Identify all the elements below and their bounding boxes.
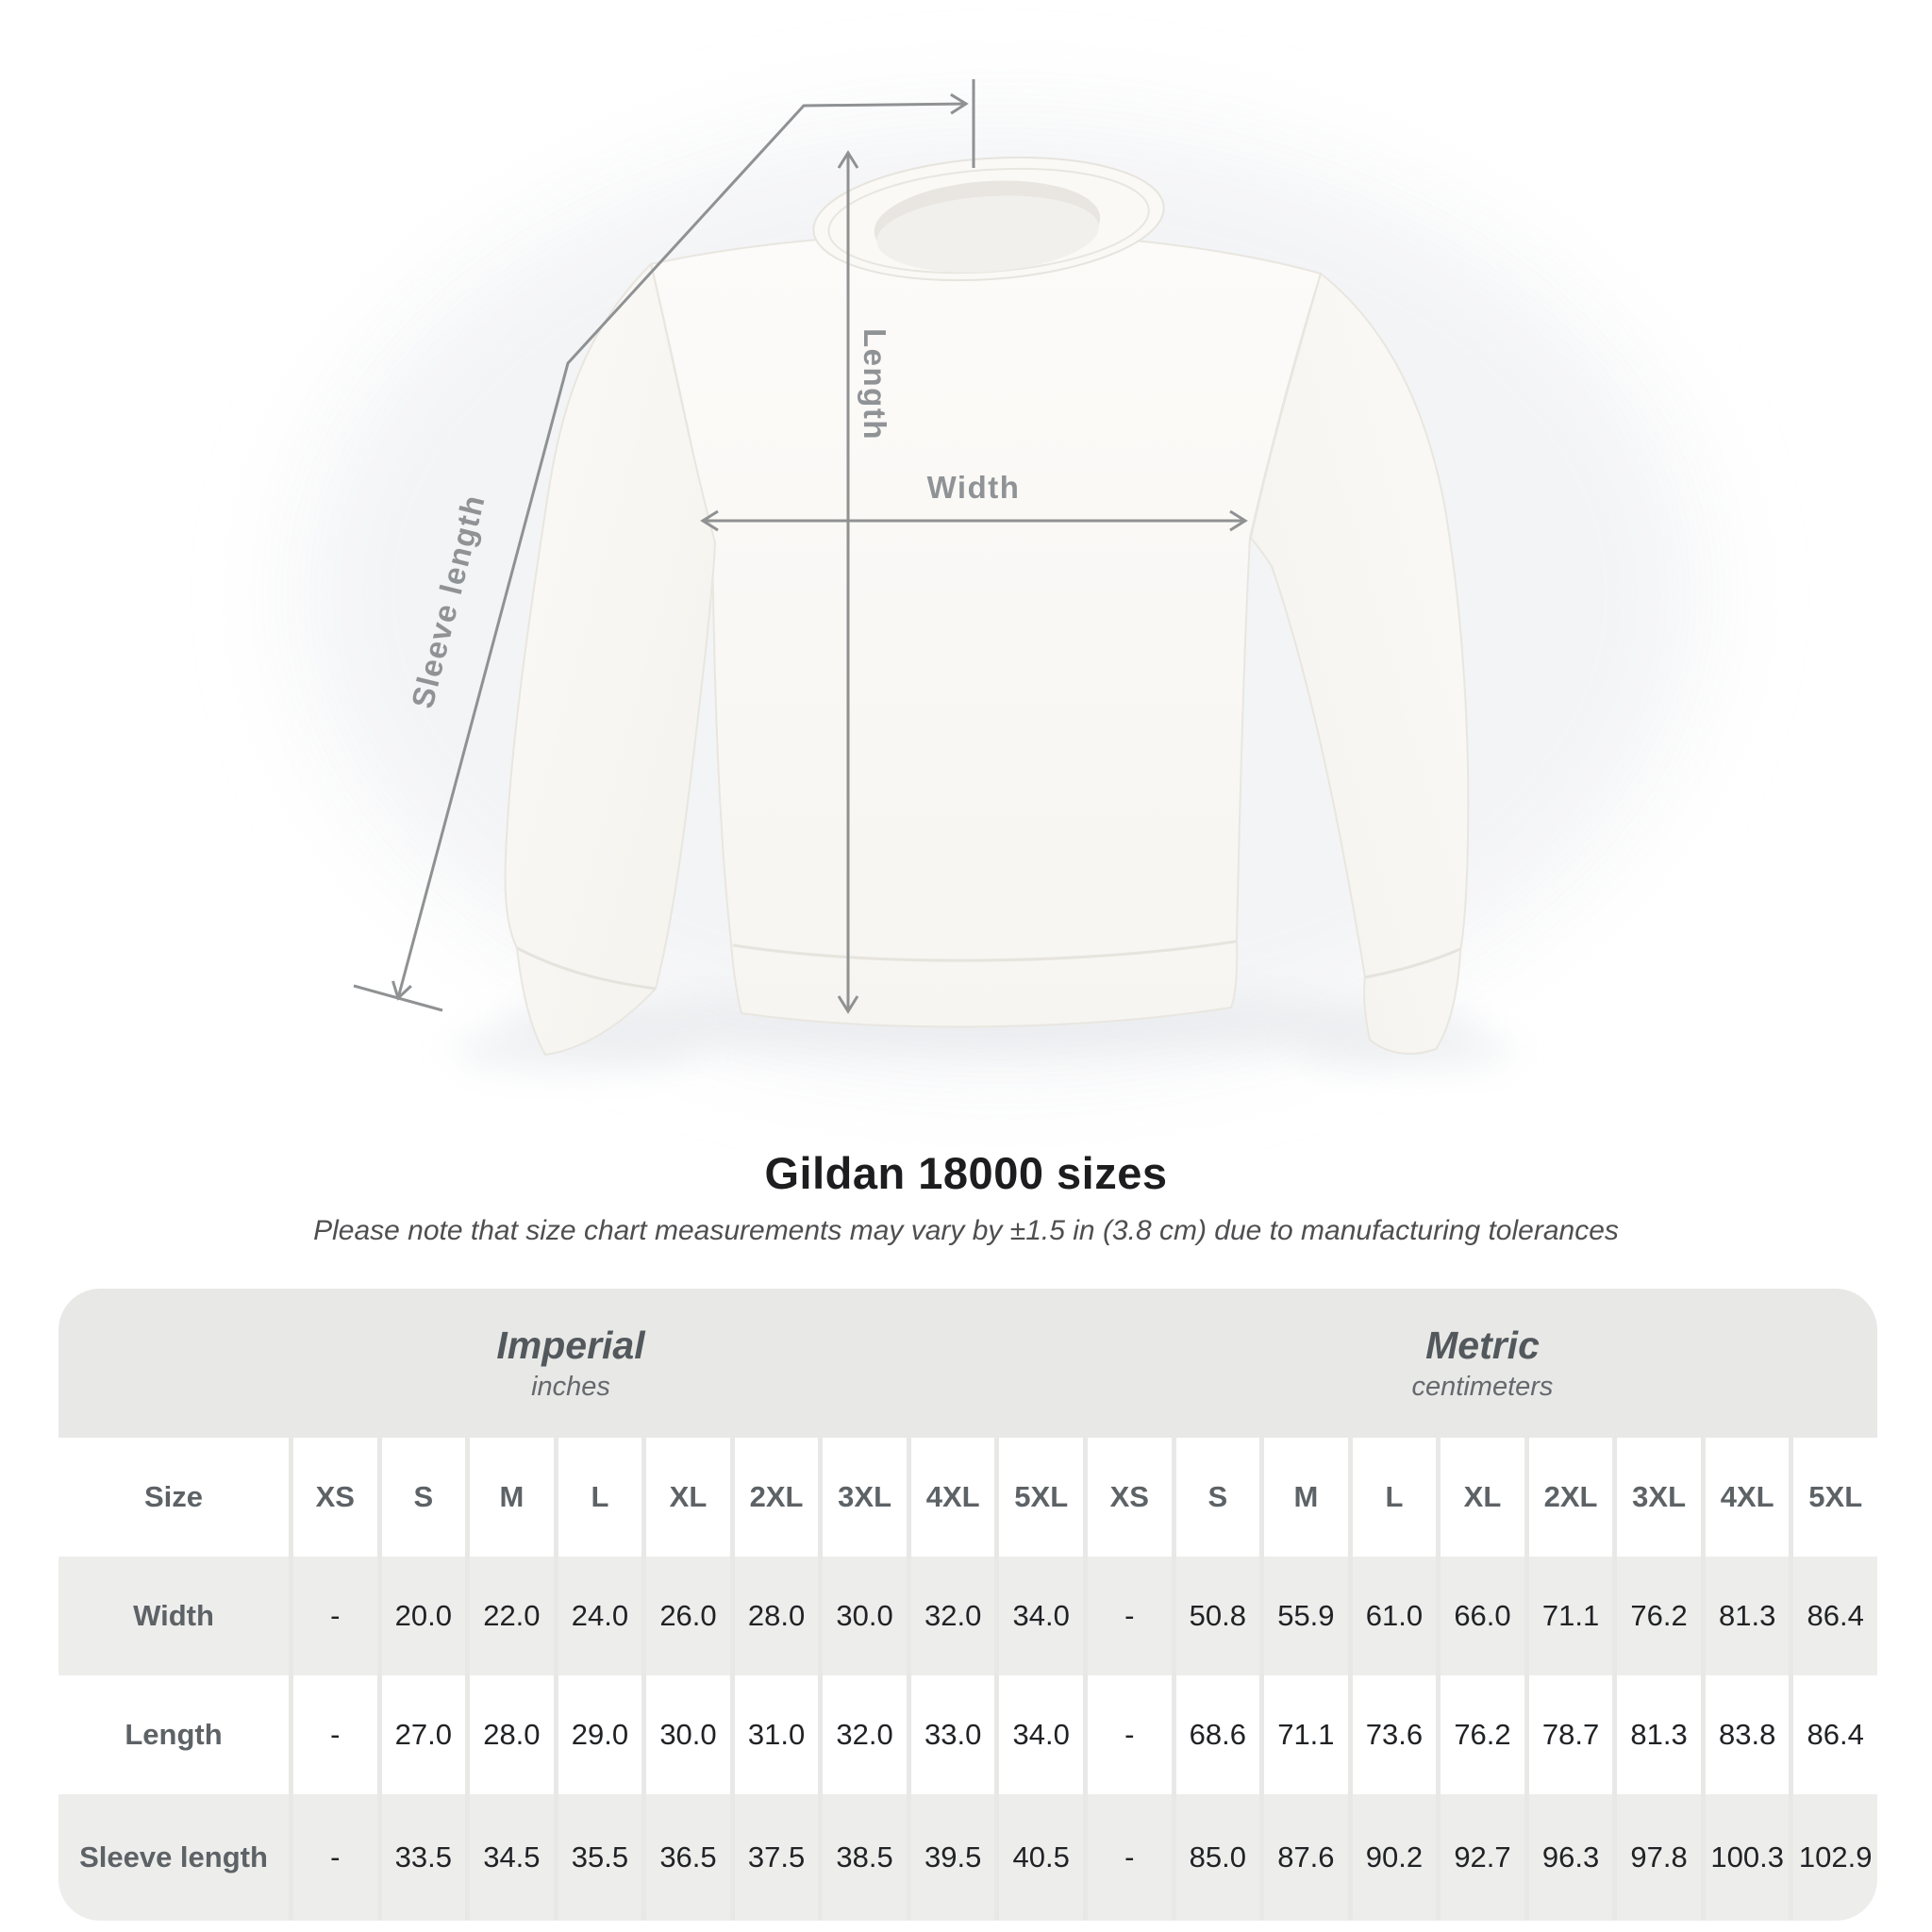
value-cell: 50.8 (1175, 1557, 1260, 1675)
value-cell: 71.1 (1264, 1675, 1348, 1794)
size-header-cell: XS (293, 1438, 377, 1557)
value-cell: - (293, 1794, 377, 1921)
value-cell: 102.9 (1793, 1794, 1877, 1921)
value-cell: 81.3 (1617, 1675, 1701, 1794)
metric-unit: centimeters (1411, 1372, 1554, 1402)
metric-label: Metric (1425, 1324, 1540, 1367)
value-cell: 35.5 (558, 1794, 642, 1921)
size-header-cell: 4XL (910, 1438, 995, 1557)
imperial-unit: inches (531, 1372, 610, 1402)
value-cell: 26.0 (646, 1557, 730, 1675)
value-cell: 33.0 (910, 1675, 995, 1794)
value-cell: 92.7 (1441, 1794, 1524, 1921)
size-header-cell: L (558, 1438, 642, 1557)
value-cell: 31.0 (734, 1675, 819, 1794)
value-cell: 97.8 (1617, 1794, 1701, 1921)
sweatshirt-right-sleeve (1249, 272, 1470, 1055)
value-cell: - (1088, 1794, 1172, 1921)
page-title: Gildan 18000 sizes (764, 1148, 1168, 1198)
value-cell: 76.2 (1617, 1557, 1701, 1675)
size-header-cell: 2XL (734, 1438, 819, 1557)
size-header-cell: 3XL (1617, 1438, 1701, 1557)
value-cell: 100.3 (1705, 1794, 1790, 1921)
size-header-cell: M (470, 1438, 554, 1557)
right-cuff-seam (1364, 947, 1461, 979)
size-header-cell: 5XL (1793, 1438, 1877, 1557)
size-table: Imperial inches Metric centimeters Size … (58, 1289, 1877, 1921)
size-header-cell: XS (1088, 1438, 1172, 1557)
size-header-cell: M (1264, 1438, 1348, 1557)
row-label: Width (58, 1557, 289, 1675)
metric-group-header: Metric centimeters (1088, 1289, 1877, 1438)
value-cell: 20.0 (381, 1557, 466, 1675)
value-cell: - (1088, 1557, 1172, 1675)
value-cell: 39.5 (910, 1794, 995, 1921)
value-cell: 32.0 (910, 1557, 995, 1675)
size-header-cell: 4XL (1705, 1438, 1790, 1557)
value-cell: 38.5 (823, 1794, 907, 1921)
value-cell: 81.3 (1705, 1557, 1790, 1675)
value-cell: 34.0 (999, 1557, 1083, 1675)
sleeve-length-end-tick (353, 984, 443, 1012)
value-cell: 71.1 (1528, 1557, 1613, 1675)
value-cell: 32.0 (823, 1675, 907, 1794)
value-cell: 76.2 (1441, 1675, 1524, 1794)
size-header-cell: 2XL (1528, 1438, 1613, 1557)
value-cell: - (293, 1557, 377, 1675)
value-cell: 87.6 (1264, 1794, 1348, 1921)
value-cell: 66.0 (1441, 1557, 1524, 1675)
size-header-cell: 5XL (999, 1438, 1083, 1557)
sweatshirt-diagram: Length Width Sleeve length (302, 79, 1698, 1072)
size-header-cell: S (381, 1438, 466, 1557)
value-cell: 86.4 (1793, 1557, 1877, 1675)
value-cell: 61.0 (1352, 1557, 1437, 1675)
width-label: Width (927, 470, 1021, 505)
row-label: Length (58, 1675, 289, 1794)
value-cell: 68.6 (1175, 1675, 1260, 1794)
cuff-shadow-left (453, 1026, 698, 1072)
size-header-cell: 3XL (823, 1438, 907, 1557)
value-cell: 73.6 (1352, 1675, 1437, 1794)
value-cell: 30.0 (646, 1675, 730, 1794)
sleeve-length-line (391, 92, 969, 1001)
row-label: Sleeve length (58, 1794, 289, 1921)
value-cell: 27.0 (381, 1675, 466, 1794)
value-cell: 86.4 (1793, 1675, 1877, 1794)
value-cell: 96.3 (1528, 1794, 1613, 1921)
size-header-cell: L (1352, 1438, 1437, 1557)
value-cell: 34.5 (470, 1794, 554, 1921)
value-cell: 29.0 (558, 1675, 642, 1794)
value-cell: 55.9 (1264, 1557, 1348, 1675)
value-cell: 85.0 (1175, 1794, 1260, 1921)
value-cell: 30.0 (823, 1557, 907, 1675)
value-cell: 34.0 (999, 1675, 1083, 1794)
size-header-cell: S (1175, 1438, 1260, 1557)
value-cell: 78.7 (1528, 1675, 1613, 1794)
value-cell: 22.0 (470, 1557, 554, 1675)
value-cell: 24.0 (558, 1557, 642, 1675)
value-cell: 37.5 (734, 1794, 819, 1921)
length-label: Length (858, 328, 892, 441)
value-cell: 83.8 (1705, 1675, 1790, 1794)
sweatshirt-body (649, 230, 1323, 1028)
measurement-annotations (353, 79, 1248, 1014)
imperial-label: Imperial (496, 1324, 645, 1367)
value-cell: 40.5 (999, 1794, 1083, 1921)
imperial-group-header: Imperial inches (58, 1289, 1083, 1438)
value-cell: - (1088, 1675, 1172, 1794)
size-header-cell: XL (646, 1438, 730, 1557)
tolerance-note: Please note that size chart measurements… (313, 1215, 1619, 1246)
size-column-header: Size (58, 1438, 289, 1557)
size-header-cell: XL (1441, 1438, 1524, 1557)
value-cell: 36.5 (646, 1794, 730, 1921)
value-cell: 28.0 (470, 1675, 554, 1794)
value-cell: 90.2 (1352, 1794, 1437, 1921)
value-cell: - (293, 1675, 377, 1794)
value-cell: 28.0 (734, 1557, 819, 1675)
value-cell: 33.5 (381, 1794, 466, 1921)
